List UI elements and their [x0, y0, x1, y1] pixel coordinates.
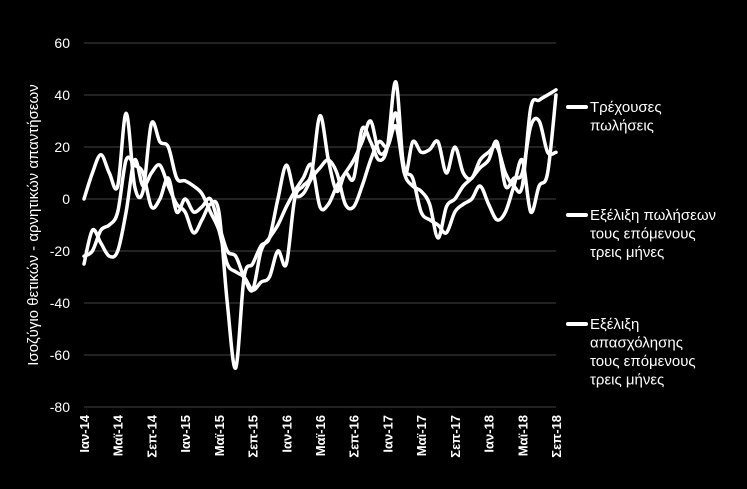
- series-line-1: [82, 80, 558, 292]
- y-tick-label: -60: [50, 347, 70, 363]
- gridlines: [84, 42, 556, 408]
- y-tick-label: -80: [50, 399, 70, 415]
- x-tick-label: Μαϊ-17: [414, 415, 429, 456]
- y-axis-label: Ισοζύγιο θετικών - αρνητικών απαντήσεων: [25, 84, 42, 365]
- legend-label-line: τους επόμενους: [590, 226, 696, 243]
- y-axis-ticks: -80 -60 -40 -20 0 20 40 60: [50, 35, 70, 415]
- legend-label-line: απασχόλησης: [590, 335, 683, 352]
- x-tick-label: Μαϊ-14: [111, 414, 126, 456]
- x-tick-label: Σεπ-17: [448, 415, 463, 458]
- legend-label-line: πωλήσεις: [590, 118, 654, 135]
- legend-label-line: Εξέλιξη: [590, 316, 639, 333]
- legend-label-line: Εξέλιξη πωλήσεων: [590, 207, 716, 224]
- x-tick-label: Σεπ-14: [144, 414, 159, 457]
- x-tick-label: Ιαν-14: [77, 414, 92, 452]
- y-tick-label: 0: [62, 191, 70, 207]
- legend: Τρέχουσες πωλήσεις Εξέλιξη πωλήσεων τους επ…: [566, 99, 716, 389]
- series-line-2: [82, 116, 558, 370]
- y-tick-label: 60: [54, 35, 70, 51]
- x-tick-label: Ιαν-16: [279, 415, 294, 453]
- x-tick-label: Σεπ-16: [347, 415, 362, 458]
- legend-label-line: Τρέχουσες: [590, 99, 662, 116]
- series-line-3: [82, 93, 558, 293]
- x-axis-ticks: Ιαν-14 Μαϊ-14 Σεπ-14 Ιαν-15 Μαϊ-15 Σεπ-15 Ιαν-…: [77, 414, 564, 457]
- x-tick-label: Ιαν-17: [380, 415, 395, 453]
- x-tick-label: Σεπ-18: [549, 415, 564, 458]
- x-tick-label: Ιαν-18: [482, 415, 497, 453]
- legend-label-line: τρεις μήνες: [590, 244, 664, 261]
- x-tick-label: Μαϊ-18: [515, 415, 530, 456]
- series-lines: [82, 80, 558, 370]
- x-tick-label: Μαϊ-16: [313, 415, 328, 456]
- legend-item-1: Τρέχουσες πωλήσεις: [566, 99, 662, 135]
- y-tick-label: -40: [50, 295, 70, 311]
- x-tick-label: Ιαν-15: [178, 415, 193, 453]
- legend-label-line: τρεις μήνες: [590, 372, 664, 389]
- y-tick-label: 40: [54, 87, 70, 103]
- y-tick-label: -20: [50, 243, 70, 259]
- legend-label-line: τους επόμενους: [590, 353, 696, 370]
- y-tick-label: 20: [54, 139, 70, 155]
- x-tick-label: Μαϊ-15: [212, 415, 227, 456]
- x-tick-label: Σεπ-15: [246, 415, 261, 458]
